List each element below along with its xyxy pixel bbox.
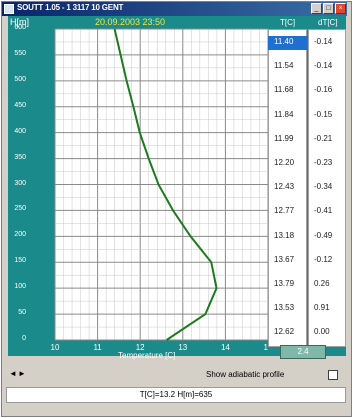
adiabatic-profile-checkbox[interactable]	[328, 370, 338, 380]
y-tick-label: 150	[14, 257, 26, 265]
dt-value-cell: -0.16	[314, 85, 333, 95]
t-value-cell[interactable]: 12.43	[274, 182, 295, 192]
y-tick-label: 350	[14, 153, 26, 161]
t-value-cell[interactable]: 11.84	[274, 109, 294, 119]
dt-value-cell: -0.15	[314, 109, 333, 119]
close-button[interactable]: ×	[335, 3, 346, 14]
maximize-button[interactable]: □	[323, 3, 334, 14]
t-value-cell[interactable]: 13.67	[274, 254, 295, 264]
dt-value-cell: -0.14	[314, 37, 333, 46]
adiabatic-profile-label: Show adiabatic profile	[206, 370, 285, 379]
dt-column-header: dT[C]	[318, 18, 338, 27]
y-tick-label: 300	[14, 179, 26, 187]
x-tick-label: 12	[135, 343, 145, 352]
t-value-cell[interactable]: 11.99	[274, 133, 294, 143]
t-value-cell[interactable]: 11.54	[274, 61, 294, 71]
t-value-cell[interactable]: 12.77	[274, 206, 295, 216]
dt-column	[308, 29, 346, 347]
t-value-cell[interactable]: 13.79	[274, 279, 295, 288]
dt-value-cell: -0.49	[314, 230, 333, 240]
dt-value-cell: 0.91	[314, 303, 330, 313]
status-bar: T[C]=13.2 H[m]=635	[6, 387, 346, 403]
x-tick-label: 10	[50, 343, 60, 352]
y-tick-label: 450	[14, 101, 26, 109]
dt-value-cell: -0.41	[314, 206, 333, 216]
title-bar: SOUTT 1.05 - 1 3117 10 GENT _ □ ×	[2, 2, 347, 16]
nav-left-arrow-icon[interactable]: ◄	[9, 369, 17, 378]
x-tick-label: 14	[220, 343, 230, 352]
y-axis-header: H[m]	[10, 17, 29, 27]
app-icon	[4, 4, 14, 14]
dt-value-cell: 0.26	[314, 279, 330, 288]
t-column-header: T[C]	[280, 18, 296, 27]
dt-value-cell: -0.14	[314, 61, 333, 71]
y-tick-label: 600	[14, 24, 26, 31]
t-value-cell[interactable]: 11.40	[274, 37, 294, 46]
dt-value-cell: -0.34	[314, 182, 333, 192]
step-value-field[interactable]: 2.4	[280, 345, 326, 359]
y-tick-label: 100	[14, 283, 26, 291]
x-axis-title: Temperature [C]	[118, 351, 176, 360]
y-tick-label: 550	[14, 49, 26, 57]
temperature-profile-line	[113, 28, 218, 341]
y-tick-label: 250	[14, 205, 26, 213]
y-tick-label: 200	[14, 231, 26, 239]
grid-lines	[54, 28, 269, 341]
dt-value-cell: 0.00	[314, 327, 330, 337]
t-value-cell[interactable]: 11.68	[274, 85, 294, 95]
t-value-cell[interactable]: 12.20	[274, 158, 295, 167]
t-value-cell[interactable]: 12.62	[274, 327, 295, 337]
selected-row-highlight	[268, 36, 307, 50]
bottom-controls: ◄ ► Show adiabatic profile	[6, 369, 346, 383]
dt-value-cell: -0.12	[314, 254, 333, 264]
y-tick-label: 0	[22, 335, 26, 342]
window-title: SOUTT 1.05 - 1 3117 10 GENT	[17, 3, 124, 12]
y-tick-label: 400	[14, 127, 26, 135]
minimize-button[interactable]: _	[311, 3, 322, 14]
date-header: 20.09.2003 23:50	[95, 17, 166, 27]
dt-value-cell: -0.23	[314, 158, 333, 167]
x-tick-label: 11	[93, 343, 102, 352]
x-tick-label: 13	[178, 343, 188, 352]
y-tick-label: 50	[18, 309, 26, 317]
t-value-cell[interactable]: 13.18	[274, 230, 295, 240]
dt-value-cell: -0.21	[314, 133, 333, 143]
y-tick-label: 500	[14, 75, 26, 83]
nav-right-arrow-icon[interactable]: ►	[18, 369, 26, 378]
t-value-cell[interactable]: 13.53	[274, 303, 295, 313]
t-column	[268, 29, 307, 347]
